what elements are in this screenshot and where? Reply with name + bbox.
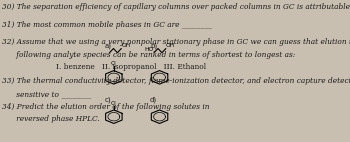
Text: 32) Assume that we using a very nonpolar stationary phase in GC we can guess tha: 32) Assume that we using a very nonpolar… (2, 38, 350, 46)
Text: c): c) (105, 96, 111, 103)
Text: Cl: Cl (111, 101, 117, 106)
Text: 31) The most common mobile phases in GC are ________: 31) The most common mobile phases in GC … (2, 21, 212, 29)
Text: 33) The thermal conductivity detector, flame-ionization detector, and electron c: 33) The thermal conductivity detector, f… (2, 77, 350, 85)
Text: reversed phase HPLC.: reversed phase HPLC. (2, 115, 100, 123)
Text: HO: HO (144, 47, 153, 52)
Text: a): a) (105, 43, 112, 49)
Text: sensitive to ________: sensitive to ________ (2, 90, 92, 98)
Text: 34) Predict the elution order of the following solutes in: 34) Predict the elution order of the fol… (2, 103, 210, 111)
Text: Cl: Cl (111, 61, 117, 66)
Text: 30) The separation efficiency of capillary columns over packed columns in GC is : 30) The separation efficiency of capilla… (2, 3, 350, 11)
Text: d): d) (150, 96, 157, 103)
Text: b): b) (150, 43, 157, 49)
Text: OH: OH (122, 43, 131, 48)
Text: I. benzene   II. isopropanol   III. Ethanol: I. benzene II. isopropanol III. Ethanol (56, 63, 206, 71)
Text: following analyte species can be ranked in terms of shortest to longest as:: following analyte species can be ranked … (2, 51, 295, 59)
Text: OH: OH (166, 43, 175, 48)
